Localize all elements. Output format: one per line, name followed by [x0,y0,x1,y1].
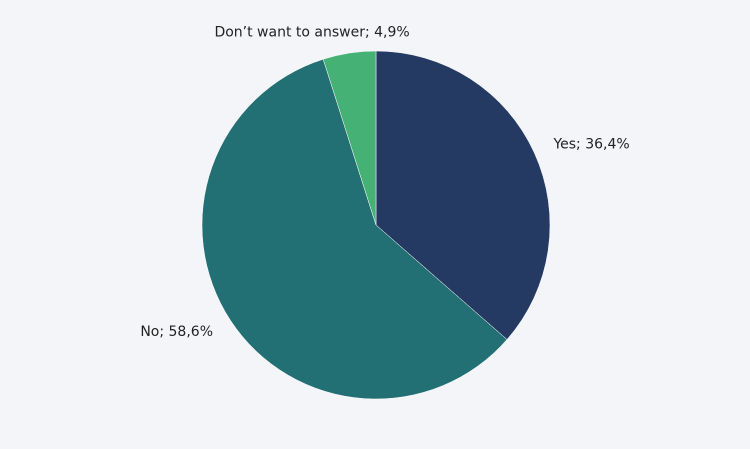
data-label: No; 58,6% [140,324,213,340]
pie-slice [201,58,508,400]
data-label: Yes; 36,4% [552,136,629,152]
pie-slice [322,50,377,226]
data-label: Don’t want to answer; 4,9% [214,24,409,40]
pie-slice [375,50,551,340]
